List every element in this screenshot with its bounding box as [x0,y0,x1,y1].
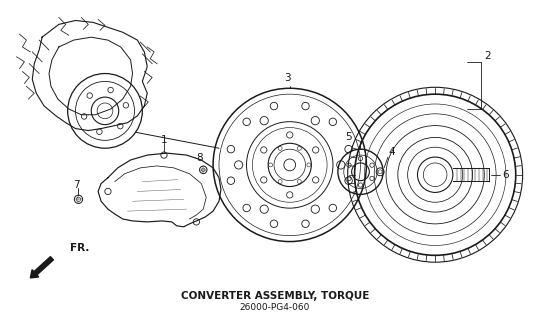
FancyArrow shape [30,257,53,278]
Text: 6: 6 [503,170,509,180]
Text: CONVERTER ASSEMBLY, TORQUE: CONVERTER ASSEMBLY, TORQUE [181,291,369,300]
Text: 26000-PG4-060: 26000-PG4-060 [240,303,310,312]
Text: 2: 2 [484,51,491,61]
Text: 1: 1 [161,135,167,145]
Text: FR.: FR. [70,244,89,253]
Text: 3: 3 [284,74,291,84]
Text: 4: 4 [389,147,395,157]
Text: 8: 8 [196,153,202,163]
Text: 5: 5 [345,132,352,142]
Text: 7: 7 [73,180,80,189]
